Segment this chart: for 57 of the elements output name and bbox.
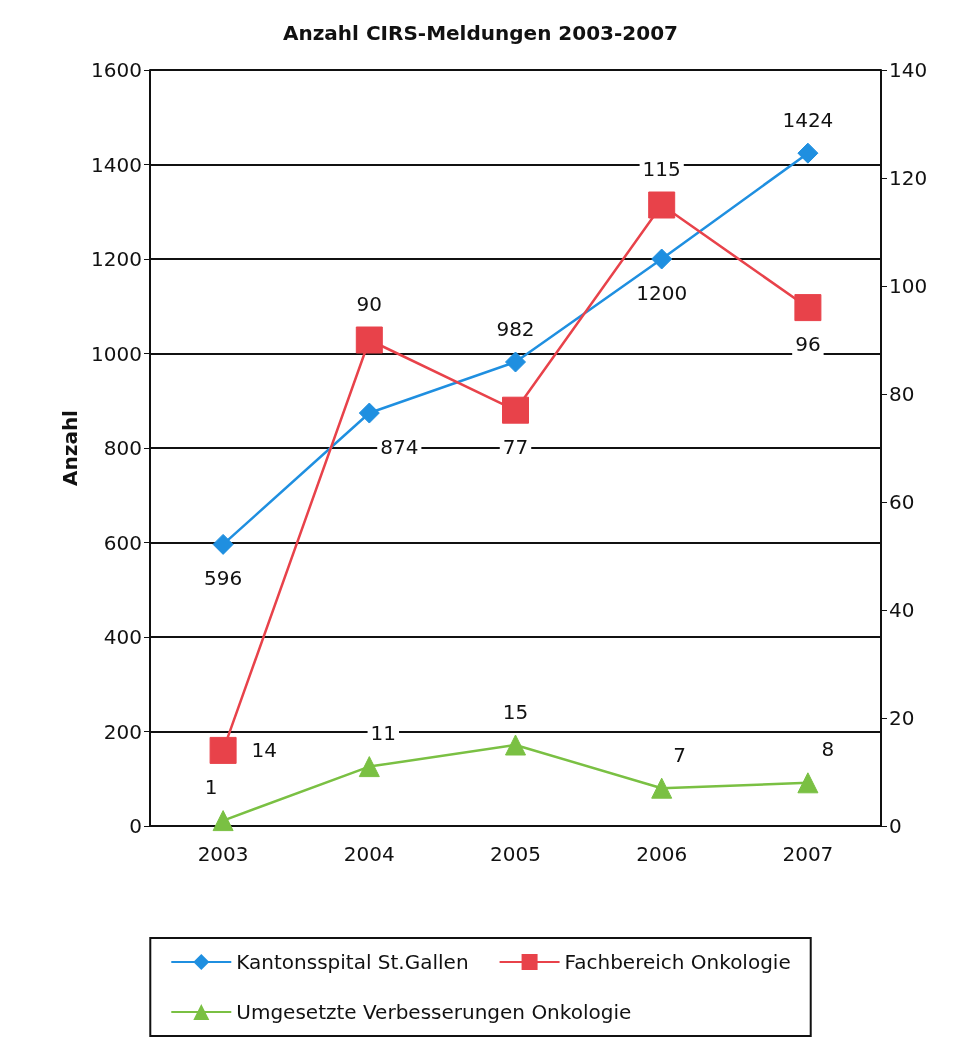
chart-title: Anzahl CIRS-Meldungen 2003-2007 [283,21,678,45]
point [355,326,383,354]
y-axis-title: Anzahl [58,410,82,486]
data-label: 11 [370,721,397,746]
y-tick-label: 1400 [91,152,142,177]
y-tick-label: 0 [129,814,142,838]
data-label: 1200 [636,280,688,305]
data-label: 596 [204,565,243,590]
y2-tick-label: 0 [889,814,902,838]
point [797,772,819,794]
y-tick-label: 1000 [91,341,142,366]
data-label: 1 [204,775,218,800]
point [212,533,234,555]
y-tick-label: 1600 [91,58,142,82]
point [358,756,380,778]
data-label: 7 [673,742,687,767]
y-tick-label: 600 [103,530,142,555]
legend-label: Umgesetzte Verbesserungen Onkologie [236,1000,632,1024]
point [794,294,822,322]
y-tick-label: 400 [103,625,142,649]
x-tick-label: 2005 [490,842,541,866]
point [651,248,673,270]
y-tick-label: 1200 [91,247,142,271]
y2-tick-label: 100 [889,274,928,298]
point [505,351,526,373]
point [648,191,676,219]
point [358,402,380,424]
legend-label: Kantonsspital St.Gallen [236,950,469,974]
y2-tick-label: 120 [889,166,928,190]
data-label: 1424 [782,107,834,132]
data-label: 90 [356,291,383,316]
x-tick-label: 2003 [197,842,249,866]
y-tick-label: 200 [103,719,142,744]
y2-tick-label: 140 [889,58,928,82]
data-label: 96 [795,332,821,357]
point [212,810,234,832]
y2-tick-label: 40 [889,598,915,622]
x-tick-label: 2004 [343,842,395,866]
y2-tick-label: 60 [889,490,915,514]
x-tick-label: 2007 [782,842,834,866]
legend-label: Fachbereich Onkologie [564,950,791,974]
data-label: 8 [821,737,835,762]
point [505,734,526,756]
data-label: 115 [642,156,681,181]
point [651,777,673,799]
point [797,142,819,164]
x-tick-label: 2006 [636,842,688,866]
data-label: 77 [502,434,529,459]
point [502,396,529,424]
data-label: 874 [380,434,419,459]
data-label: 982 [496,316,535,341]
data-label: 14 [251,738,278,763]
y2-tick-label: 80 [889,382,915,406]
point [209,736,237,764]
y-tick-label: 800 [103,436,142,460]
y2-tick-label: 20 [889,706,915,730]
data-label: 15 [502,699,529,724]
